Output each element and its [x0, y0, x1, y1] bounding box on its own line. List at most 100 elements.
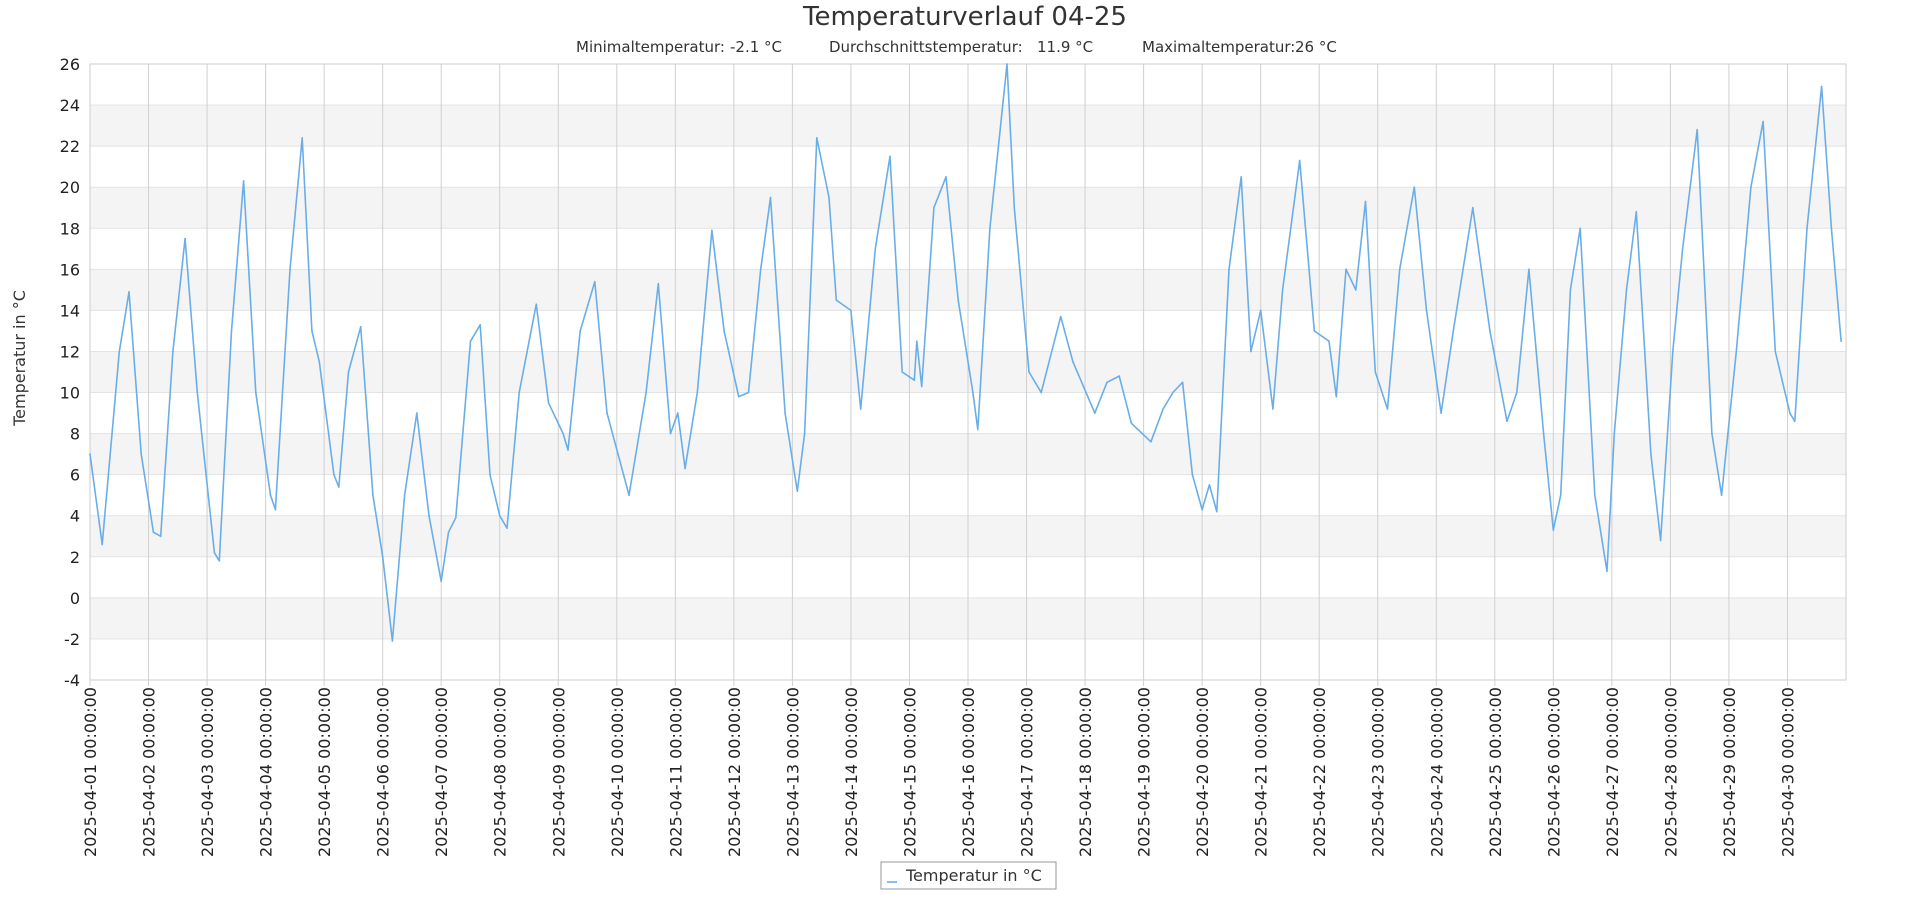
data-point — [1528, 268, 1530, 271]
data-point — [684, 467, 686, 470]
data-point — [1789, 412, 1791, 414]
data-point — [152, 531, 155, 533]
data-point — [835, 299, 838, 301]
data-point — [769, 196, 772, 199]
y-tick-label: 4 — [70, 507, 80, 526]
data-point — [1216, 510, 1218, 513]
data-point — [518, 391, 520, 394]
data-point — [945, 176, 947, 178]
data-point — [1820, 85, 1823, 88]
data-point — [1386, 408, 1389, 410]
legend-box — [880, 861, 1057, 890]
data-point — [606, 412, 608, 414]
data-point — [1569, 289, 1572, 291]
data-point — [737, 395, 740, 398]
data-point — [1118, 375, 1120, 377]
y-tick-label: 24 — [60, 96, 80, 115]
x-tick-label: 2025-04-16 00:00:00 — [959, 687, 978, 857]
data-point — [1345, 268, 1347, 271]
data-point — [972, 391, 974, 394]
y-tick-label: 0 — [70, 589, 80, 608]
y-tick-label: 22 — [60, 137, 80, 156]
data-point — [1094, 412, 1096, 414]
data-point — [1364, 200, 1367, 203]
data-point — [696, 391, 699, 394]
x-tick-label: 2025-04-12 00:00:00 — [725, 687, 744, 857]
data-point — [1028, 371, 1030, 373]
data-point — [1298, 159, 1301, 162]
data-point — [1606, 570, 1608, 572]
data-point — [1506, 420, 1508, 423]
y-tick-label: 10 — [60, 384, 80, 403]
x-tick-label: 2025-04-19 00:00:00 — [1135, 687, 1154, 857]
data-point — [196, 391, 199, 394]
data-point — [913, 379, 916, 382]
data-point — [1594, 494, 1596, 497]
data-point — [242, 180, 245, 182]
data-point — [381, 556, 384, 558]
data-point — [498, 514, 501, 517]
data-point — [1650, 453, 1652, 455]
max-temp-value: 26 °C — [1295, 38, 1337, 56]
x-tick-label: 2025-04-01 00:00:00 — [81, 687, 100, 857]
data-point — [289, 268, 291, 271]
data-point — [159, 535, 162, 538]
legend[interactable]: Temperatur in °C — [880, 861, 1057, 890]
data-point — [1059, 315, 1062, 318]
data-point — [416, 412, 418, 414]
data-point — [89, 453, 91, 455]
data-point — [118, 350, 121, 353]
data-point — [101, 543, 103, 546]
data-point — [1696, 128, 1698, 131]
data-point — [479, 324, 482, 326]
x-tick-label: 2025-04-28 00:00:00 — [1661, 687, 1680, 857]
data-point — [723, 330, 725, 332]
x-tick-label: 2025-04-02 00:00:00 — [140, 687, 159, 857]
data-point — [403, 494, 406, 497]
data-point — [1830, 227, 1833, 230]
data-point — [1208, 484, 1211, 486]
data-point — [1172, 391, 1174, 394]
data-point — [1162, 408, 1164, 410]
data-point — [901, 371, 903, 373]
x-tick-label: 2025-04-13 00:00:00 — [783, 687, 802, 857]
chart-title: Temperaturverlauf 04-25 — [802, 2, 1127, 32]
data-point — [1413, 186, 1416, 188]
y-tick-label: -4 — [64, 671, 80, 690]
y-tick-label: 16 — [60, 260, 80, 279]
data-point — [506, 527, 508, 529]
data-point — [669, 432, 672, 435]
data-point — [311, 330, 313, 332]
data-point — [677, 412, 679, 414]
avg-temp-label: Durchschnittstemperatur: — [829, 38, 1023, 56]
data-point — [301, 137, 304, 139]
data-point — [850, 309, 852, 312]
x-tick-label: 2025-04-15 00:00:00 — [900, 687, 919, 857]
plot-frame — [89, 63, 1847, 681]
data-point — [1762, 120, 1764, 123]
data-point — [1579, 227, 1581, 230]
data-point — [889, 155, 891, 158]
x-tick-label: 2025-04-23 00:00:00 — [1369, 687, 1388, 857]
x-tick-label: 2025-04-03 00:00:00 — [198, 687, 217, 857]
x-tick-label: 2025-04-29 00:00:00 — [1720, 687, 1739, 857]
avg-temp-value: 11.9 °C — [1037, 38, 1093, 56]
series-temperature — [89, 63, 1842, 642]
data-point — [218, 560, 221, 562]
legend-label: Temperatur in °C — [905, 866, 1042, 885]
data-point — [1613, 432, 1616, 435]
data-point — [184, 237, 186, 240]
data-point — [579, 330, 581, 332]
y-tick-label: 18 — [60, 219, 80, 238]
x-tick-label: 2025-04-04 00:00:00 — [257, 687, 276, 857]
data-point — [1398, 268, 1401, 271]
data-point — [447, 531, 450, 533]
data-point — [547, 402, 550, 404]
data-point — [1489, 330, 1491, 332]
y-tick-label: 14 — [60, 301, 80, 320]
x-tick-label: 2025-04-06 00:00:00 — [374, 687, 393, 857]
data-point — [1281, 289, 1284, 291]
data-point — [816, 137, 818, 139]
data-point — [1635, 211, 1638, 213]
